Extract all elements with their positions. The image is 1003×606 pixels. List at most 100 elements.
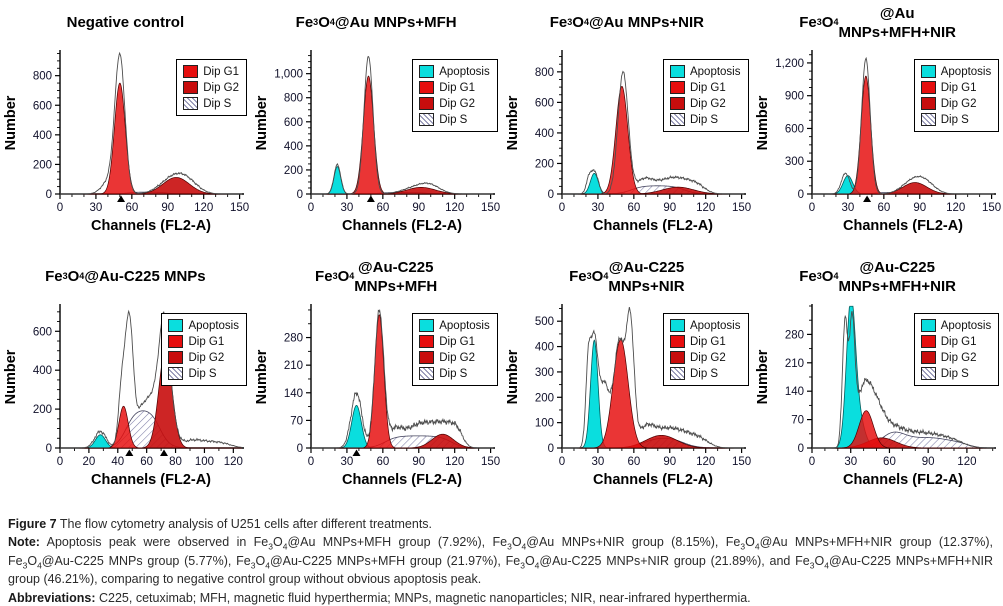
panel-title: Negative control (66, 14, 185, 32)
x-tick-label: 150 (481, 202, 500, 214)
x-tick-label: 0 (558, 456, 564, 468)
legend-item-g1: Dip G1 (168, 335, 239, 348)
legend-item-s: Dip S (183, 97, 239, 110)
x-tick-label: 60 (627, 456, 640, 468)
model-areas (561, 86, 744, 195)
y-tick-label: 200 (534, 392, 553, 404)
y-tick-label: 400 (534, 128, 553, 140)
legend-item-g1: Dip G1 (419, 81, 490, 94)
raw-curve (60, 309, 243, 449)
legend-label: Apoptosis (689, 65, 741, 78)
y-tick-label: 0 (296, 189, 302, 201)
dip-g1-area (561, 339, 744, 449)
legend-item-g1: Dip G1 (419, 335, 490, 348)
x-tick-label: 80 (169, 456, 182, 468)
panel-fe3o4-au-c225-mnps-mfh-nir: Fe 3 O 4 @Au-C225 MNPs+MFH+NIR 0 30 60 90 120 0 70 1… (752, 254, 1003, 508)
y-tick-label: 200 (33, 159, 52, 171)
x-tick-label: 90 (161, 202, 174, 214)
panel-fe3o4-au-c225-mnps: Fe 3 O 4 @Au-C225 MNPs 0 20 40 60 80 100 120 0 200 40… (0, 254, 251, 508)
legend: Apoptosis Dip G1 Dip G2 Dip S (412, 313, 498, 386)
apoptosis-swatch-icon (920, 319, 936, 332)
legend-item-g2: Dip G2 (669, 351, 741, 364)
raw-curve (310, 308, 493, 449)
g2-swatch-icon (168, 351, 184, 364)
legend-item-apoptosis: Apoptosis (168, 319, 239, 332)
caption-note-text: Apoptosis peak were observed in Fe3O4@Au… (8, 535, 994, 587)
y-tick-label: 800 (534, 67, 553, 79)
s-swatch-icon (920, 113, 936, 126)
legend-label: Dip G2 (689, 351, 726, 364)
flow-histogram: 0 30 60 90 120 150 0 200 400 600 800 Channels (FL2-… (505, 50, 751, 234)
x-tick-label: 60 (878, 202, 891, 214)
panel-title: Fe 3 O 4 @Au-C225 MNPs+NIR (569, 258, 685, 295)
x-tick-label: 120 (696, 456, 715, 468)
legend-label: Dip G2 (203, 81, 239, 94)
x-tick-label: 120 (958, 456, 977, 468)
g1-swatch-icon (419, 81, 435, 94)
x-axis-label: Channels (FL2-A) (342, 218, 462, 234)
apoptosis-swatch-icon (419, 65, 435, 78)
axes: 0 30 60 90 120 150 0 200 400 600 800 (33, 50, 249, 214)
g1-swatch-icon (920, 335, 936, 348)
s-swatch-icon (419, 113, 435, 126)
x-tick-label: 60 (883, 456, 896, 468)
legend-label: Dip G2 (188, 351, 225, 364)
legend-item-s: Dip S (669, 113, 741, 126)
legend-item-apoptosis: Apoptosis (669, 319, 741, 332)
g2-swatch-icon (183, 81, 199, 94)
panel-fe3o4-au-mnps-mfh-nir: Fe 3 O 4 @Au MNPs+MFH+NIR 0 30 60 90 120 150 0 300 60… (752, 0, 1003, 254)
legend-label: Apoptosis (439, 65, 490, 78)
x-tick-label: 30 (340, 456, 353, 468)
x-tick-label: 30 (90, 202, 103, 214)
y-tick-label: 70 (791, 415, 804, 427)
y-tick-label: 800 (33, 71, 52, 83)
legend-item-apoptosis: Apoptosis (669, 65, 741, 78)
s-swatch-icon (669, 113, 685, 126)
legend-label: Dip G1 (940, 335, 977, 348)
y-axis-label: Number (505, 349, 521, 404)
x-tick-label: 40 (111, 456, 124, 468)
x-tick-label: 60 (376, 202, 389, 214)
legend-item-g2: Dip G2 (183, 81, 239, 94)
legend-label: Dip S (203, 97, 232, 110)
y-tick-label: 200 (33, 404, 52, 416)
x-tick-label: 90 (663, 456, 676, 468)
x-tick-label: 150 (230, 202, 249, 214)
legend-item-g1: Dip G1 (920, 335, 992, 348)
y-tick-label: 0 (46, 189, 52, 201)
flow-histogram: 0 30 60 90 120 150 0 300 600 900 1,200 Channels (FL… (755, 50, 1001, 234)
legend-label: Dip G1 (439, 335, 476, 348)
g2-swatch-icon (920, 351, 936, 364)
x-tick-label: 120 (224, 456, 243, 468)
g1-swatch-icon (920, 81, 936, 94)
legend-item-g2: Dip G2 (419, 351, 490, 364)
dip-g1-area (812, 410, 995, 449)
y-axis-label: Number (755, 95, 771, 150)
legend-label: Dip S (940, 113, 969, 126)
legend-item-s: Dip S (168, 367, 239, 380)
raw-curve (812, 311, 995, 449)
panel-fe3o4-au-mnps-mfh: Fe 3 O 4 @Au MNPs+MFH 0 30 60 90 120 150 0 200 400 60… (251, 0, 502, 254)
legend-label: Dip G2 (439, 351, 476, 364)
x-tick-label: 60 (376, 456, 389, 468)
y-tick-label: 600 (33, 326, 52, 338)
s-swatch-icon (669, 367, 685, 380)
raw-curve (561, 70, 744, 195)
caption-note-line: Note: Apoptosis peak were observed in Fe… (8, 534, 993, 587)
g1-swatch-icon (669, 335, 685, 348)
legend-item-apoptosis: Apoptosis (419, 65, 490, 78)
legend-label: Apoptosis (940, 65, 992, 78)
panel-fe3o4-au-mnps-nir: Fe 3 O 4 @Au MNPs+NIR 0 30 60 90 120 150 0 200 400 60… (502, 0, 753, 254)
y-tick-label: 200 (534, 158, 553, 170)
legend-item-g1: Dip G1 (669, 81, 741, 94)
y-tick-label: 600 (534, 97, 553, 109)
legend-item-apoptosis: Apoptosis (920, 319, 991, 332)
y-tick-label: 0 (547, 189, 553, 201)
x-tick-label: 60 (125, 202, 138, 214)
legend-label: Dip G1 (940, 81, 977, 94)
apoptosis-swatch-icon (669, 319, 685, 332)
legend-item-s: Dip S (419, 367, 490, 380)
caption-abbreviations-line: Abbreviations: C225, cetuximab; MFH, mag… (8, 590, 993, 606)
y-tick-label: 210 (785, 358, 804, 370)
y-tick-label: 400 (534, 342, 553, 354)
